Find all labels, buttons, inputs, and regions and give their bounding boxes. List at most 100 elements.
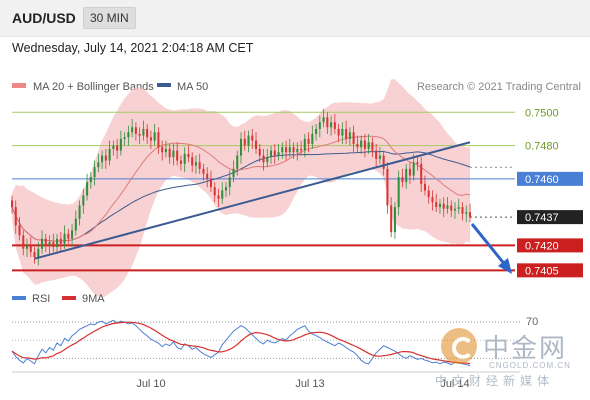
candle-body bbox=[142, 128, 145, 136]
candle-body bbox=[258, 148, 261, 156]
candle-body bbox=[438, 203, 441, 208]
candle-body bbox=[270, 150, 273, 158]
candle-body bbox=[461, 207, 464, 214]
x-tick-jul13: Jul 13 bbox=[295, 378, 324, 390]
candle-body bbox=[78, 205, 81, 219]
ma50-legend-swatch bbox=[157, 83, 171, 87]
ma20-legend-swatch bbox=[12, 83, 26, 88]
candle-body bbox=[281, 147, 284, 153]
candle-body bbox=[224, 187, 228, 191]
level-tag-0.7437 bbox=[517, 210, 583, 225]
candle-body bbox=[378, 155, 381, 159]
candle-body bbox=[450, 205, 453, 211]
candle-body bbox=[393, 207, 396, 233]
candle-body bbox=[247, 135, 250, 146]
candle-body bbox=[116, 145, 119, 151]
candle-body bbox=[213, 187, 216, 196]
candle-body bbox=[442, 203, 445, 209]
candle-body bbox=[457, 207, 460, 209]
candle-body bbox=[446, 205, 449, 209]
watermark-tagline: 中文财经新媒体 bbox=[435, 374, 555, 388]
rsi-ma-legend-label: 9MA bbox=[82, 293, 105, 305]
rsi-ma-legend-swatch bbox=[62, 296, 76, 300]
candle-body bbox=[307, 138, 310, 144]
rsi-legend-swatch bbox=[12, 296, 26, 300]
candle-body bbox=[198, 162, 201, 169]
candle-body bbox=[194, 162, 197, 166]
candle-body bbox=[74, 218, 77, 231]
x-tick-jul10: Jul 10 bbox=[136, 378, 165, 390]
candle-body bbox=[168, 148, 171, 158]
candle-body bbox=[300, 148, 303, 151]
candle-body bbox=[311, 133, 314, 144]
candle-body bbox=[243, 138, 246, 146]
rsi-line bbox=[11, 319, 471, 367]
candle-body bbox=[333, 122, 336, 129]
candle-body bbox=[217, 195, 220, 199]
candle-body bbox=[465, 212, 468, 214]
candle-body bbox=[397, 177, 400, 208]
candle-body bbox=[262, 155, 265, 163]
candle-body bbox=[367, 142, 370, 149]
candle-body bbox=[134, 127, 137, 134]
timeframe-badge[interactable]: 30 MIN bbox=[83, 7, 136, 29]
level-label-0.7460: 0.7460 bbox=[525, 174, 559, 186]
candle-body bbox=[10, 200, 14, 208]
candle-body bbox=[468, 212, 472, 218]
candle-body bbox=[89, 177, 92, 183]
candle-body bbox=[59, 238, 62, 244]
level-label-0.7480: 0.7480 bbox=[525, 141, 559, 153]
candle-body bbox=[326, 117, 329, 128]
candle-body bbox=[296, 148, 299, 153]
candle-body bbox=[345, 128, 348, 139]
candle-body bbox=[371, 142, 374, 151]
candle-body bbox=[254, 140, 258, 149]
rsi-legend-label: RSI bbox=[32, 293, 50, 305]
candle-body bbox=[48, 242, 51, 246]
candle-body bbox=[63, 233, 66, 244]
candle-body bbox=[67, 233, 70, 239]
level-label-0.7500: 0.7500 bbox=[525, 107, 559, 119]
candle-body bbox=[288, 147, 291, 153]
candle-body bbox=[71, 230, 74, 239]
candle-body bbox=[86, 182, 89, 196]
candle-body bbox=[164, 148, 167, 153]
candle-body bbox=[157, 132, 160, 148]
candle-body bbox=[172, 150, 175, 158]
level-tag-0.7420 bbox=[517, 238, 583, 253]
candle-body bbox=[131, 127, 134, 133]
candle-body bbox=[22, 235, 25, 249]
candle-body bbox=[386, 168, 389, 206]
candle-body bbox=[236, 155, 239, 169]
candle-body bbox=[322, 117, 325, 123]
candle-body bbox=[315, 128, 318, 134]
candle-body bbox=[285, 147, 288, 153]
candle-body bbox=[427, 190, 430, 198]
rsi-70-tick: 70 bbox=[526, 316, 538, 328]
candle-body bbox=[149, 137, 152, 141]
timestamp: Wednesday, July 14, 2021 2:04:18 AM CET bbox=[12, 41, 254, 55]
candle-body bbox=[146, 128, 149, 138]
candle-body bbox=[435, 202, 438, 208]
level-tag-0.7460 bbox=[517, 171, 583, 186]
candle-body bbox=[187, 153, 190, 158]
candle-body bbox=[408, 168, 411, 176]
candle-body bbox=[273, 150, 276, 156]
candle-body bbox=[29, 245, 32, 253]
credit-label: Research © 2021 Trading Central bbox=[417, 81, 581, 93]
candle-body bbox=[179, 160, 182, 164]
forecast-arrow-head bbox=[498, 258, 512, 274]
candle-body bbox=[161, 147, 164, 153]
rsi-ma-line bbox=[11, 321, 471, 365]
candle-body bbox=[303, 138, 306, 151]
candle-body bbox=[191, 157, 194, 166]
candle-body bbox=[119, 138, 122, 151]
candle-body bbox=[412, 162, 415, 176]
candle-body bbox=[37, 248, 40, 258]
level-tag-0.7405 bbox=[517, 263, 583, 278]
candle-body bbox=[82, 195, 85, 206]
symbol-label: AUD/USD bbox=[12, 10, 76, 26]
candle-body bbox=[266, 157, 269, 163]
candle-body bbox=[183, 153, 186, 164]
